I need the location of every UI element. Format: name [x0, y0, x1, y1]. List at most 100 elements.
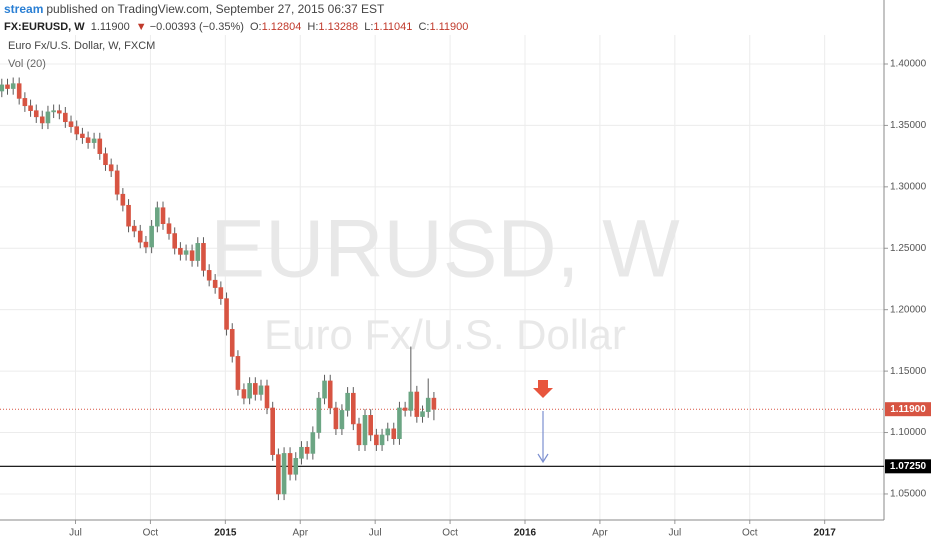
candle-body [28, 105, 33, 111]
candle-body [374, 434, 379, 446]
candle-body [420, 411, 425, 417]
x-tick-label: Apr [292, 528, 308, 539]
candle-body [149, 225, 154, 248]
candle-body [391, 428, 397, 439]
candle-body [206, 270, 212, 281]
candle-body [322, 380, 327, 399]
candle-body [160, 207, 166, 224]
candle-body [195, 243, 201, 261]
candle-body [327, 380, 333, 409]
open-value: 1.12804 [261, 21, 302, 33]
change: −0.00393 (−0.35%) [149, 21, 244, 33]
candle-body [74, 126, 80, 135]
y-tick-label: 1.10000 [890, 427, 927, 438]
candle-body [108, 164, 114, 172]
y-tick-label: 1.15000 [890, 366, 927, 377]
last-price: 1.11900 [90, 21, 130, 33]
candle-body [235, 356, 241, 390]
open-label: O: [249, 21, 262, 33]
candle-body [281, 453, 287, 495]
symbol: FX:EURUSD, W [4, 21, 85, 33]
indicator-label: Vol (20) [8, 58, 46, 70]
change-arrow: ▼ [135, 21, 147, 33]
y-tick-label: 1.20000 [890, 304, 927, 315]
candle-body [39, 116, 45, 124]
candle-body [178, 247, 183, 255]
header-row: FX:EURUSD, W 1.11900 ▼ −0.00393 (−0.35%)… [4, 18, 904, 36]
author[interactable]: stream [4, 2, 44, 16]
candle-body [356, 423, 362, 446]
candle-body [270, 407, 275, 455]
candle-body [103, 153, 108, 166]
candle-body [333, 407, 339, 430]
candle-body [22, 98, 28, 107]
candle-body [218, 287, 224, 299]
candle-body [345, 392, 350, 411]
candle-body [212, 279, 218, 288]
price-label-box [885, 459, 931, 474]
grid [0, 35, 884, 520]
candle-body [10, 83, 16, 89]
candle-body [258, 385, 264, 395]
arrow-marker [533, 380, 553, 398]
x-tick-label: Jul [369, 528, 382, 539]
candle-body [85, 137, 91, 143]
candle-body [0, 84, 5, 92]
candle-body [33, 110, 39, 118]
candle-body [247, 383, 252, 399]
arrow-head [537, 453, 549, 464]
close-value: 1.11900 [429, 21, 469, 33]
candle-body [425, 397, 431, 412]
high-value: 1.13288 [318, 21, 359, 33]
candle-body [431, 397, 437, 410]
candle-body [189, 250, 195, 261]
candle-body [414, 391, 420, 417]
y-tick-label: 1.05000 [890, 489, 927, 500]
candle-body [397, 407, 402, 439]
x-tick-label: Oct [442, 528, 458, 539]
watermark: EURUSD, W [210, 204, 680, 295]
candle-body [241, 389, 247, 399]
published: published on TradingView.com, September … [46, 2, 385, 16]
candle-body [287, 453, 293, 475]
candle-body [97, 138, 103, 154]
candle-body [16, 83, 22, 99]
candle-body [5, 84, 10, 89]
x-tick-label: 2015 [214, 528, 237, 539]
candle-body [51, 110, 56, 113]
x-tick-label: Jul [668, 528, 681, 539]
x-tick-label: 2016 [514, 528, 537, 539]
low-value: 1.11041 [373, 21, 413, 33]
candle-body [131, 225, 137, 232]
candle-body [362, 415, 368, 446]
x-tick-label: Jul [69, 528, 82, 539]
header: stream published on TradingView.com, Sept… [4, 0, 904, 36]
candle-body [229, 329, 235, 357]
y-tick-label: 1.40000 [890, 59, 927, 70]
candle-body [339, 410, 345, 430]
candle-body [368, 415, 373, 436]
candle-body [63, 112, 68, 123]
candle-body [80, 133, 85, 139]
candle-body [91, 138, 97, 143]
high-label: H: [307, 21, 319, 33]
candle-body [183, 250, 189, 255]
candle-body [155, 207, 160, 227]
candle-body [137, 230, 143, 243]
candle-body [276, 454, 281, 495]
candle-body [304, 446, 310, 454]
y-tick-label: 1.25000 [890, 243, 927, 254]
candle-body [385, 428, 391, 436]
x-tick-label: Oct [742, 528, 758, 539]
watermark-subtitle: Euro Fx/U.S. Dollar [264, 311, 626, 358]
x-tick-label: Oct [143, 528, 159, 539]
candle-body [143, 241, 149, 248]
candle-body [310, 432, 316, 454]
candle-body [126, 204, 131, 227]
candle-body [68, 121, 74, 127]
candle-body [201, 243, 206, 271]
price-label-box [885, 402, 931, 417]
x-tick-label: 2017 [814, 528, 837, 539]
y-tick-label: 1.30000 [890, 181, 927, 192]
